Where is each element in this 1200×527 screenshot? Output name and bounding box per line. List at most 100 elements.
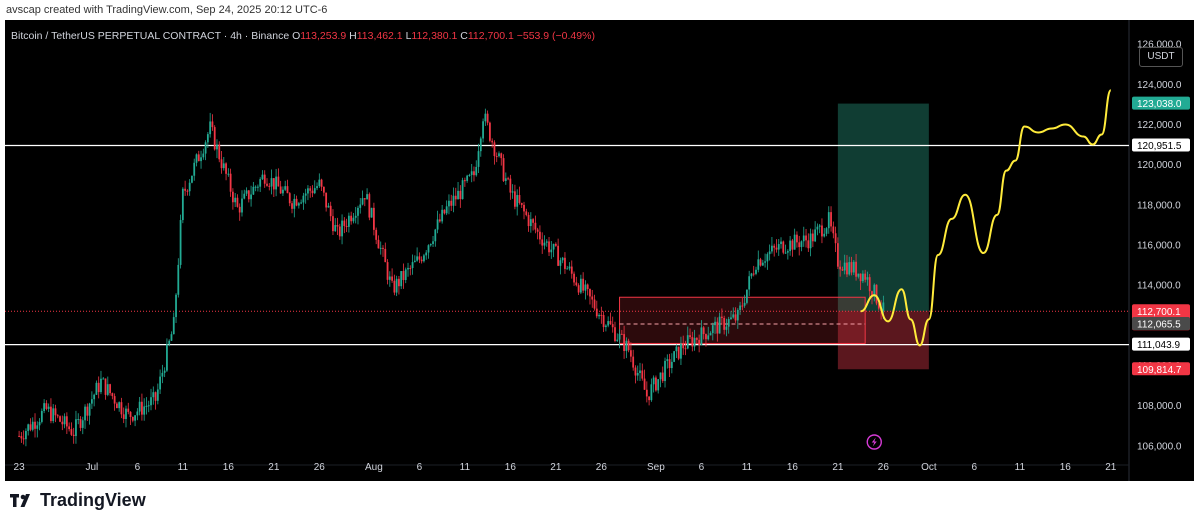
candle-body [366, 194, 368, 200]
time-tick-label: 26 [314, 462, 326, 473]
candle-body [418, 256, 421, 260]
candle-body [518, 195, 521, 203]
candle-body [118, 402, 121, 409]
time-tick-label: 16 [505, 462, 517, 473]
candle-body [186, 190, 189, 192]
candle-body [830, 212, 832, 227]
candle-body [318, 179, 321, 187]
candle-body [589, 288, 591, 297]
candle-body [211, 121, 214, 128]
time-tick-label: 26 [596, 462, 608, 473]
candle-body [477, 151, 480, 167]
candle-body [257, 186, 259, 188]
candle-body [873, 284, 876, 297]
candle-body [325, 192, 328, 208]
candle-body [109, 384, 111, 394]
candle-body [857, 273, 860, 277]
candle-body [811, 233, 814, 242]
candle-body [639, 370, 641, 373]
candle-body [448, 200, 450, 207]
candle-body [320, 179, 323, 187]
low-label: L [405, 30, 412, 42]
candle-body [425, 252, 428, 256]
candle-body [841, 269, 844, 271]
open-value: 113,253.9 [300, 30, 347, 42]
candle-body [616, 339, 619, 341]
candle-body [570, 266, 573, 274]
candle-body [398, 278, 400, 287]
candle-body [345, 225, 348, 227]
candle-body [641, 370, 644, 379]
candle-body [113, 396, 116, 404]
candle-body [216, 144, 218, 150]
candle-body [297, 203, 300, 206]
candle-body [191, 175, 193, 183]
candle-body [97, 382, 100, 393]
candle-body [543, 242, 546, 246]
candle-body [800, 241, 803, 248]
candle-body [313, 188, 316, 194]
candle-body [500, 153, 503, 159]
time-tick-label: 16 [787, 462, 799, 473]
candle-body [527, 214, 530, 227]
price-chart[interactable]: 106,000.0108,000.0110,000.0114,000.0116,… [5, 20, 1194, 481]
candle-body [575, 282, 578, 286]
candle-body [202, 153, 205, 158]
currency-selector[interactable]: USDT [1139, 47, 1183, 67]
candle-body [652, 377, 655, 385]
candle-body [773, 245, 776, 248]
chart-panel[interactable]: 106,000.0108,000.0110,000.0114,000.0116,… [5, 20, 1194, 481]
time-tick-label: 6 [417, 462, 423, 473]
candle-body [266, 183, 268, 186]
candle-body [288, 193, 291, 204]
candle-body [184, 188, 187, 191]
candle-body [823, 233, 826, 237]
candle-body [827, 212, 830, 229]
candle-body [714, 321, 716, 326]
candle-body [197, 154, 200, 162]
candle-body [741, 305, 744, 307]
projection-path[interactable] [860, 89, 1112, 347]
candle-body [450, 200, 453, 206]
candle-body [504, 178, 507, 181]
candle-body [584, 284, 587, 291]
candle-body [363, 198, 366, 200]
target-zone[interactable] [837, 103, 929, 312]
candle-body [220, 159, 223, 169]
candle-body [170, 334, 173, 341]
candle-body [784, 252, 787, 254]
lightning-icon[interactable] [866, 434, 882, 450]
candle-body [627, 340, 630, 351]
candle-body [484, 113, 487, 122]
chart-caption: avscap created with TradingView.com, Sep… [6, 4, 328, 16]
candle-body [554, 243, 557, 246]
candle-body [373, 207, 375, 230]
candle-body [798, 242, 801, 248]
candle-body [532, 219, 535, 223]
candle-body [361, 198, 364, 205]
symbol-title[interactable]: Bitcoin / TetherUS PERPETUAL CONTRACT · … [11, 30, 290, 42]
candle-body [882, 302, 885, 311]
candle-body [227, 173, 230, 175]
candle-body [766, 254, 769, 262]
stop-loss-zone[interactable] [837, 311, 929, 370]
candle-body [311, 190, 314, 194]
candle-body [111, 393, 114, 397]
candle-body [93, 394, 96, 400]
candle-body [843, 262, 846, 271]
candle-body [434, 229, 437, 242]
candle-body [868, 277, 871, 292]
candle-body [666, 359, 669, 361]
candle-body [509, 178, 512, 193]
candle-body [147, 405, 150, 407]
time-tick-label: 11 [460, 462, 471, 473]
candle-body [43, 403, 46, 412]
candle-body [561, 257, 564, 261]
time-tick-label: 16 [223, 462, 235, 473]
time-tick-label: 16 [1060, 462, 1072, 473]
candle-body [573, 273, 575, 283]
candle-body [250, 194, 252, 200]
price-tick-label: 106,000.0 [1137, 441, 1182, 452]
candle-body [702, 327, 705, 335]
high-label: H [349, 30, 357, 42]
